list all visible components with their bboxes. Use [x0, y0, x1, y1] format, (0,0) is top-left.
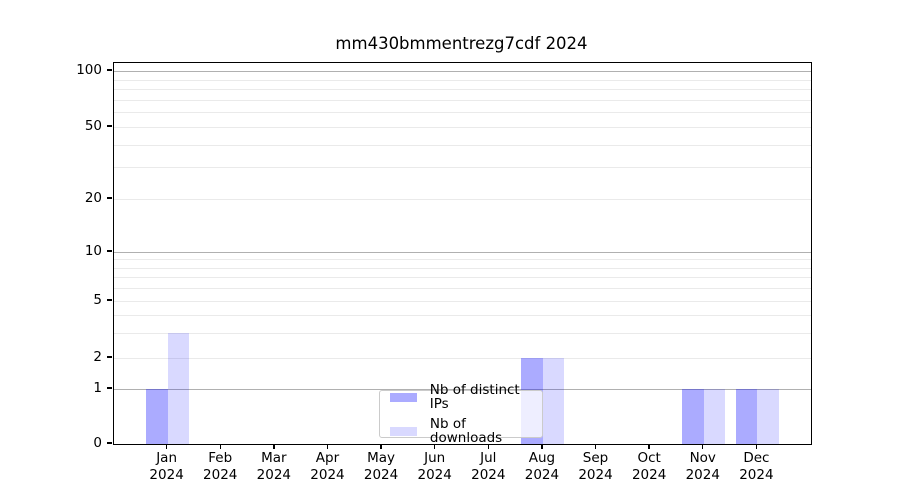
- legend-label: Nb of distinct IPs: [429, 382, 520, 412]
- x-tick-label-dec: Dec 2024: [739, 450, 774, 483]
- y-tick-mark-5: [107, 299, 112, 301]
- bar-nb-of-downloads-dec: [757, 389, 779, 444]
- gridline-major-100: [114, 71, 811, 72]
- gridline-minor-50: [114, 127, 811, 128]
- x-tick-label-jan: Jan 2024: [149, 450, 184, 483]
- bar-nb-of-distinct-ips-dec: [735, 389, 758, 444]
- gridline-minor-40: [114, 144, 811, 146]
- x-tick-label-nov: Nov 2024: [685, 450, 720, 483]
- gridline-minor-90: [114, 79, 811, 81]
- x-tick-mark-nov: [702, 444, 704, 449]
- y-tick-mark-2: [107, 356, 112, 358]
- gridline-minor-20: [114, 199, 811, 200]
- x-tick-label-aug: Aug 2024: [524, 450, 560, 483]
- gridline-minor-4: [114, 314, 811, 316]
- gridline-minor-30: [114, 167, 811, 169]
- gridline-minor-2: [114, 358, 811, 359]
- y-tick-label-0: 0: [93, 435, 102, 451]
- y-tick-mark-100: [107, 69, 112, 71]
- x-tick-label-jul: Jul 2024: [471, 450, 506, 483]
- gridline-minor-80: [114, 89, 811, 91]
- x-tick-label-may: May 2024: [363, 450, 399, 483]
- x-tick-label-apr: Apr 2024: [310, 450, 345, 483]
- x-tick-label-mar: Mar 2024: [256, 450, 292, 483]
- y-tick-label-2: 2: [93, 349, 102, 365]
- gridline-minor-60: [114, 112, 811, 114]
- x-tick-label-sep: Sep 2024: [578, 450, 613, 483]
- x-tick-label-oct: Oct 2024: [631, 450, 667, 483]
- bar-nb-of-distinct-ips-jan: [146, 389, 168, 444]
- x-tick-mark-may: [380, 444, 382, 449]
- x-tick-mark-feb: [219, 444, 221, 449]
- x-tick-mark-sep: [594, 444, 597, 449]
- y-tick-mark-20: [107, 197, 112, 199]
- y-tick-label-100: 100: [76, 62, 102, 78]
- x-tick-mark-dec: [755, 444, 758, 449]
- bar-nb-of-downloads-aug: [542, 358, 565, 444]
- x-tick-mark-jan: [165, 444, 168, 449]
- gridline-major-1: [114, 389, 811, 390]
- x-tick-label-feb: Feb 2024: [203, 450, 238, 483]
- x-tick-mark-aug: [541, 444, 543, 449]
- gridline-minor-8: [114, 267, 811, 269]
- x-tick-label-jun: Jun 2024: [417, 450, 452, 483]
- x-tick-mark-jun: [433, 444, 436, 449]
- bar-nb-of-downloads-jan: [167, 332, 190, 444]
- legend: Nb of distinct IPs Nb of downloads: [379, 383, 543, 445]
- legend-label: Nb of downloads: [429, 416, 503, 446]
- legend-row-0: Nb of distinct IPs: [390, 383, 542, 411]
- legend-row-1: Nb of downloads: [390, 417, 542, 445]
- gridline-minor-70: [114, 99, 811, 101]
- bar-nb-of-distinct-ips-nov: [682, 389, 704, 444]
- x-tick-mark-mar: [273, 444, 275, 449]
- y-tick-mark-1: [107, 387, 112, 389]
- gridline-minor-7: [114, 277, 811, 279]
- y-tick-label-5: 5: [93, 292, 102, 308]
- gridline-major-10: [114, 252, 811, 253]
- y-tick-mark-10: [107, 250, 112, 252]
- y-tick-label-10: 10: [84, 243, 102, 259]
- y-tick-label-50: 50: [84, 118, 102, 134]
- gridline-minor-5: [114, 301, 811, 302]
- x-tick-mark-jul: [487, 444, 489, 449]
- y-tick-label-20: 20: [84, 190, 102, 206]
- x-tick-mark-oct: [648, 444, 650, 449]
- legend-swatch-icon: [390, 392, 417, 402]
- gridline-minor-9: [114, 259, 811, 261]
- x-tick-mark-apr: [326, 444, 329, 449]
- gridline-minor-6: [114, 288, 811, 290]
- y-tick-mark-0: [107, 442, 112, 444]
- y-tick-mark-50: [107, 125, 112, 127]
- legend-swatch-icon: [390, 426, 417, 436]
- y-tick-label-1: 1: [93, 380, 102, 396]
- chart-title: mm430bmmentrezg7cdf 2024: [335, 34, 588, 53]
- bar-nb-of-downloads-nov: [703, 389, 726, 444]
- gridline-minor-3: [114, 332, 811, 334]
